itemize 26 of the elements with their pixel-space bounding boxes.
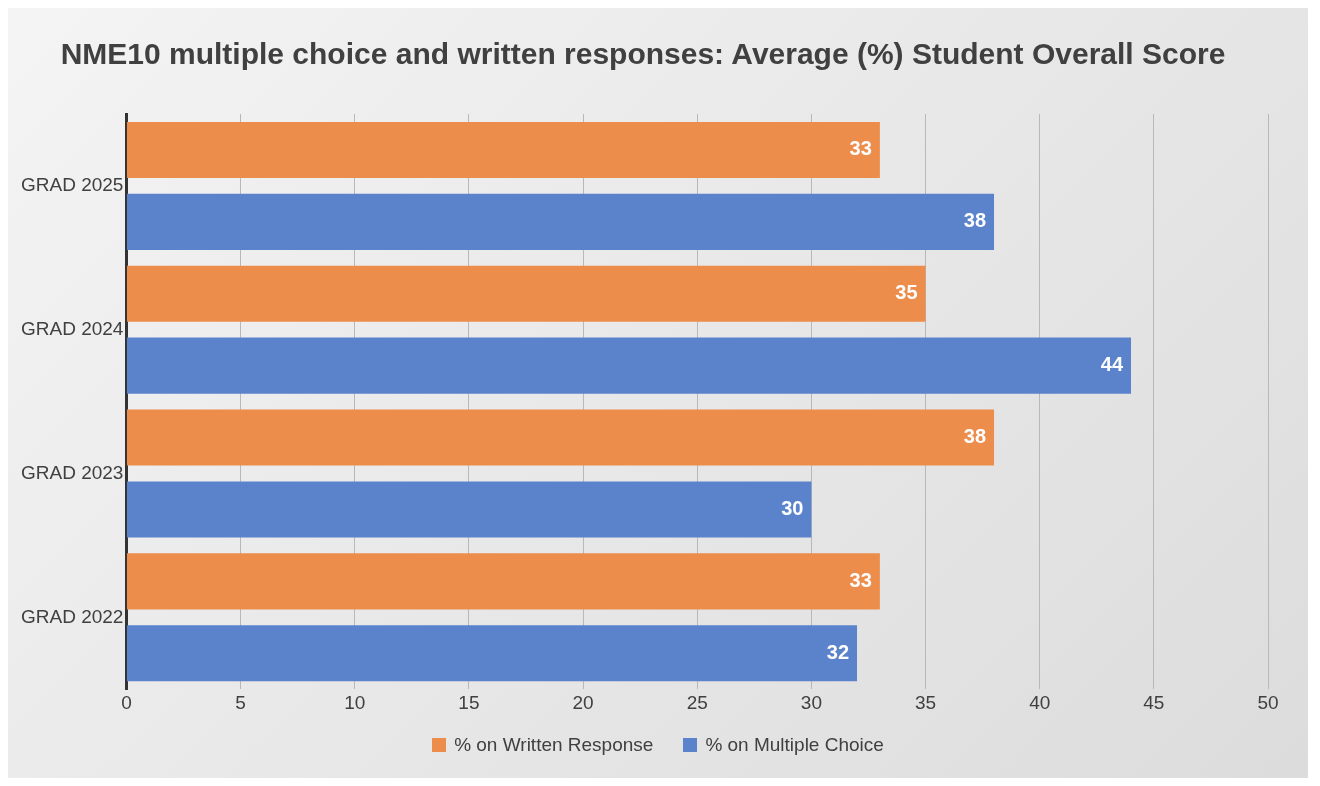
y-tick-label: GRAD 2023 xyxy=(20,461,124,483)
y-tick-label: GRAD 2025 xyxy=(20,174,124,196)
data-label: 30 xyxy=(781,496,804,519)
x-tick-label: 0 xyxy=(121,691,132,713)
x-tick-label: 20 xyxy=(572,691,594,713)
data-label: 32 xyxy=(826,640,850,663)
legend-label: % on Written Response xyxy=(454,734,654,756)
legend-label: % on Multiple Choice xyxy=(705,734,884,756)
x-tick-label: 25 xyxy=(686,691,708,713)
x-tick-label: 10 xyxy=(344,691,366,713)
data-label: 35 xyxy=(895,281,918,304)
data-label: 38 xyxy=(963,425,987,448)
x-tick-label: 45 xyxy=(1143,691,1165,713)
data-label: 44 xyxy=(1100,353,1124,376)
y-tick-label: GRAD 2022 xyxy=(20,605,124,627)
x-tick-label: 5 xyxy=(235,691,246,713)
data-label: 38 xyxy=(963,209,987,232)
x-tick-label: 30 xyxy=(800,691,822,713)
x-tick-label: 40 xyxy=(1029,691,1051,713)
data-label: 33 xyxy=(849,137,872,160)
chart-title: NME10 multiple choice and written responses: Average (%) Student Overall Score xyxy=(60,37,1226,71)
x-tick-label: 15 xyxy=(458,691,480,713)
data-label: 33 xyxy=(849,568,872,591)
x-tick-label: 35 xyxy=(914,691,937,713)
y-tick-label: GRAD 2024 xyxy=(20,317,124,339)
x-tick-label: 50 xyxy=(1257,691,1279,713)
